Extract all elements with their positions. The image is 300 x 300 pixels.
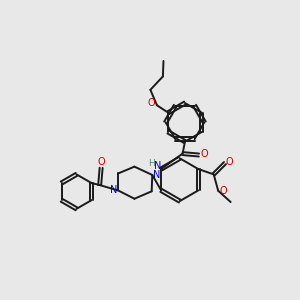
Text: O: O bbox=[97, 158, 105, 167]
Text: O: O bbox=[220, 186, 227, 196]
Text: N: N bbox=[154, 161, 161, 171]
Text: H: H bbox=[148, 159, 155, 168]
Text: O: O bbox=[226, 157, 233, 166]
Text: O: O bbox=[148, 98, 155, 108]
Text: N: N bbox=[110, 185, 118, 195]
Text: N: N bbox=[153, 170, 160, 180]
Text: O: O bbox=[201, 149, 208, 159]
